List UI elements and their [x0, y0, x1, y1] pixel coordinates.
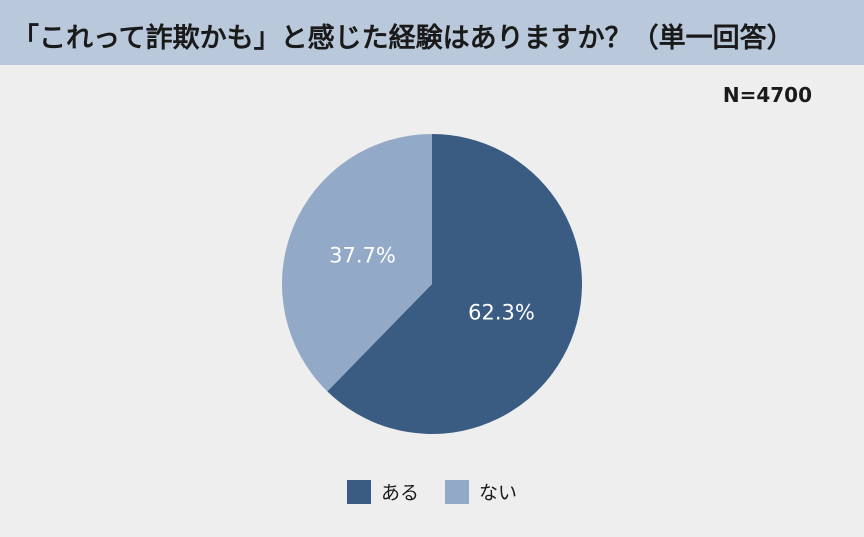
legend-item-aru: ある — [346, 478, 419, 505]
data-label-nai: 37.7% — [329, 244, 396, 268]
pie-slice-nai — [282, 134, 432, 392]
legend-swatch-nai — [445, 479, 469, 504]
pie-slice-aru — [327, 134, 582, 435]
legend: ある ない — [0, 478, 864, 505]
data-label-aru: 62.3% — [468, 300, 535, 324]
legend-item-nai: ない — [445, 478, 517, 505]
legend-swatch-aru — [346, 479, 371, 504]
chart-title: 「これって詐欺かも」と感じた経験はありますか？（単一回答） — [12, 23, 794, 54]
legend-label-nai: ない — [479, 482, 518, 504]
title-bar: 「これって詐欺かも」と感じた経験はありますか？（単一回答） — [0, 0, 864, 65]
sample-size-label: N=4700 — [722, 83, 812, 107]
legend-label-aru: ある — [380, 482, 419, 504]
